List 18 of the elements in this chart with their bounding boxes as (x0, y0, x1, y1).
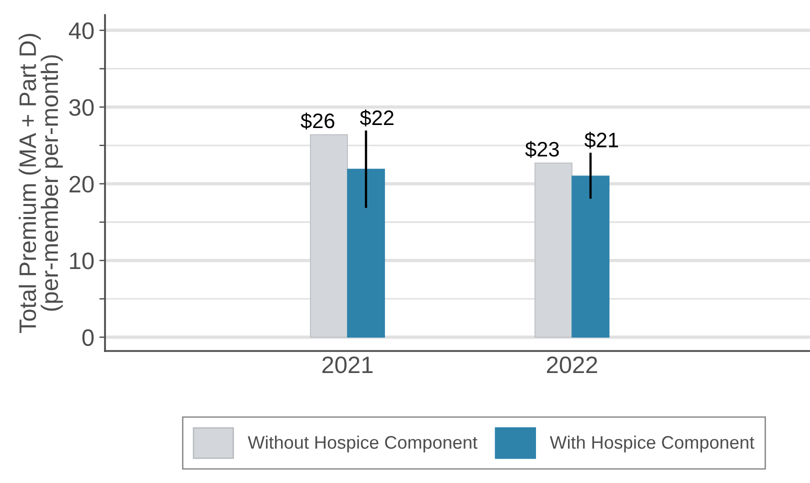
y-tick-label: 0 (82, 329, 94, 346)
bar (534, 162, 572, 338)
data-label: $26 (300, 112, 334, 130)
y-tick-label: 30 (69, 99, 94, 116)
legend-label: With Hospice Component (550, 436, 754, 452)
y-tick-label: 20 (70, 176, 94, 193)
y-tick-label: 10 (70, 252, 94, 270)
y-tick-label: 40 (68, 22, 94, 40)
bar (310, 134, 348, 338)
bar (347, 168, 385, 338)
bar (572, 176, 610, 338)
legend-label: Without Hospice Component (248, 436, 478, 452)
x-tick-label: 2022 (546, 356, 598, 374)
y-axis-title: Total Premium (MA + Part D) (per-member per-month) (18, 34, 63, 334)
x-tick-label: 2021 (322, 356, 373, 374)
data-label: $23 (525, 141, 559, 158)
data-label: $21 (584, 132, 618, 149)
data-label: $22 (360, 110, 394, 126)
